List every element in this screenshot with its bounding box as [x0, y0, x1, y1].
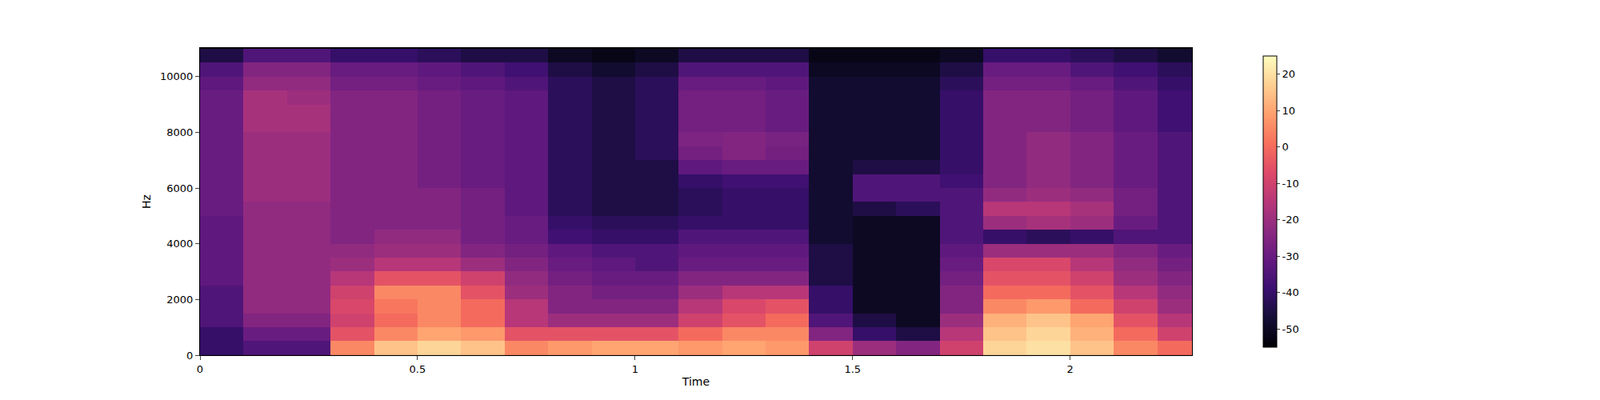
svg-text:Hz: Hz [140, 194, 153, 209]
svg-text:-10: -10 [1282, 177, 1300, 190]
svg-text:-50: -50 [1282, 323, 1300, 336]
svg-text:6000: 6000 [166, 182, 193, 195]
svg-text:0: 0 [196, 363, 204, 376]
svg-text:10000: 10000 [160, 70, 193, 83]
svg-text:0: 0 [1282, 140, 1289, 153]
svg-text:-30: -30 [1282, 250, 1300, 263]
svg-text:0.5: 0.5 [409, 363, 427, 376]
svg-text:1.5: 1.5 [844, 363, 861, 376]
svg-text:2000: 2000 [166, 293, 193, 306]
svg-text:20: 20 [1282, 68, 1296, 80]
svg-text:8000: 8000 [166, 126, 193, 139]
svg-text:2: 2 [1067, 363, 1074, 376]
svg-text:-20: -20 [1282, 213, 1300, 226]
svg-text:0: 0 [186, 349, 193, 362]
svg-text:10: 10 [1282, 104, 1296, 117]
svg-text:-40: -40 [1282, 286, 1300, 299]
svg-text:1: 1 [632, 363, 639, 376]
svg-text:4000: 4000 [166, 237, 193, 250]
svg-text:Time: Time [681, 375, 710, 388]
